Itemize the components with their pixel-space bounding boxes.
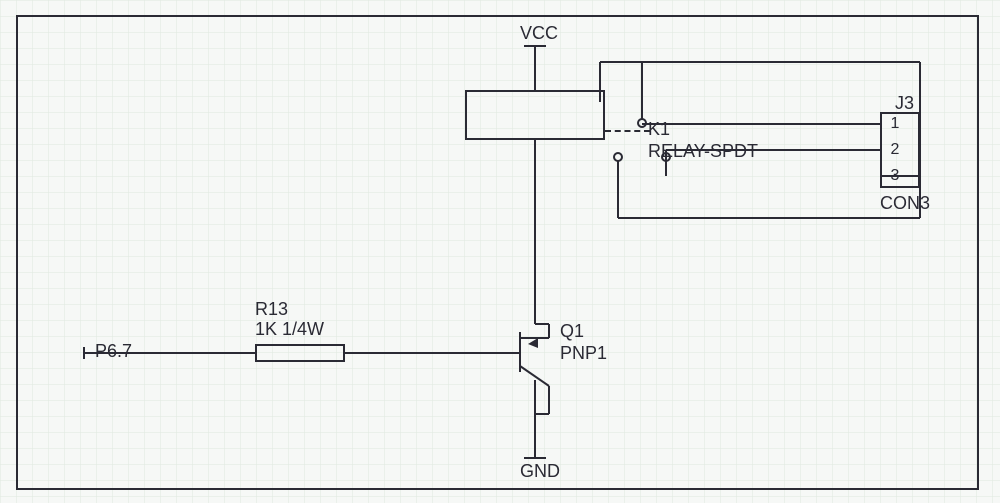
net-pin2-h <box>666 149 880 151</box>
resistor-refdes: R13 <box>255 300 288 320</box>
relay-com-stub <box>665 160 667 176</box>
resistor-wire-left <box>140 352 255 354</box>
conn-box-top <box>600 61 920 63</box>
port-tick <box>84 352 140 354</box>
vcc-line <box>534 46 536 90</box>
net-pin3-v <box>617 176 619 218</box>
gnd-tick <box>524 457 546 459</box>
net-pin3-h2 <box>880 175 920 177</box>
pin-number: 1 <box>886 115 904 133</box>
connector-pin-2: 2 <box>886 139 904 161</box>
conn-box-left <box>599 62 601 102</box>
gnd-label: GND <box>520 462 560 482</box>
net-pin2-v <box>665 150 667 160</box>
net-pin1-v <box>641 62 643 104</box>
net-pin3-h1 <box>618 217 920 219</box>
port-end-tick <box>83 347 85 359</box>
transistor-symbol <box>490 294 565 444</box>
emitter-to-gnd <box>534 414 536 458</box>
net-pin3-up <box>919 62 921 218</box>
transistor-type: PNP1 <box>560 344 607 364</box>
resistor-body <box>255 344 345 362</box>
schematic-canvas: VCC K1 RELAY-SPDT J3 CON3 1 2 3 Q1 PNP1 … <box>0 0 1000 503</box>
emitter-stub <box>534 380 536 414</box>
relay-nc-stub <box>617 160 619 176</box>
relay-coil <box>465 90 605 140</box>
pin-number: 2 <box>886 141 904 159</box>
relay-nc-terminal <box>613 152 623 162</box>
relay-link-dashed <box>605 130 650 132</box>
connector-type: CON3 <box>880 194 930 214</box>
net-pin1-h <box>642 123 880 125</box>
resistor-value: 1K 1/4W <box>255 320 324 340</box>
connector-pin-1: 1 <box>886 113 904 135</box>
resistor-wire-right <box>345 352 520 354</box>
vcc-label: VCC <box>520 24 558 44</box>
connector-refdes: J3 <box>895 94 914 114</box>
